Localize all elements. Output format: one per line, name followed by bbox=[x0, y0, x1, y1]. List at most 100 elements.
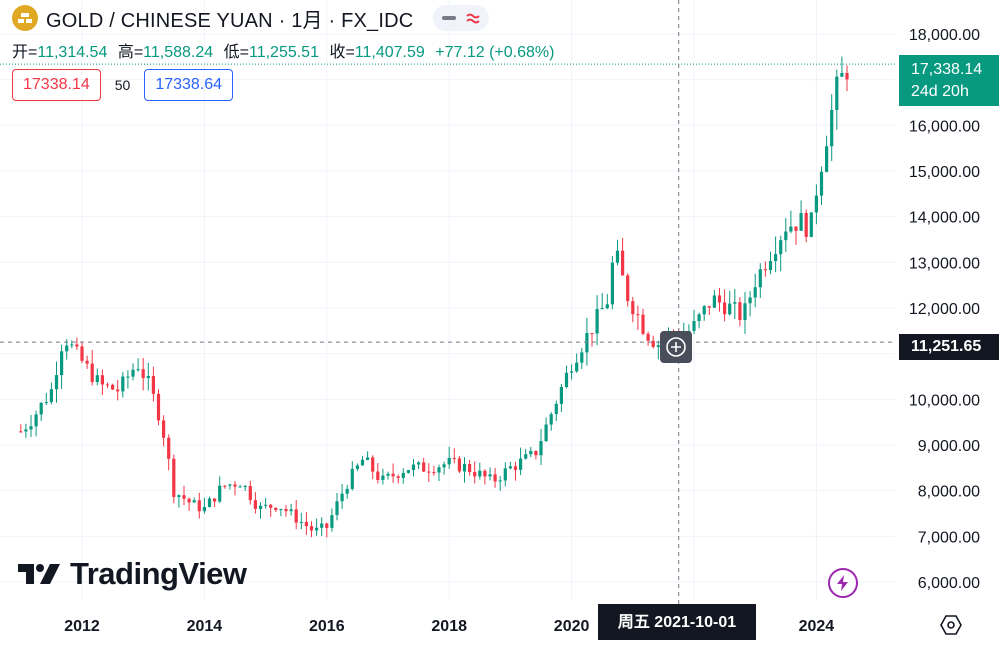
candle-body bbox=[819, 171, 824, 196]
candle-body bbox=[207, 498, 212, 507]
wave-icon[interactable] bbox=[461, 8, 485, 28]
crosshair-lines bbox=[0, 0, 895, 604]
candle-body bbox=[309, 526, 314, 531]
candle-body bbox=[60, 351, 64, 376]
candle-body bbox=[544, 424, 548, 442]
candle-body bbox=[422, 462, 426, 472]
candle-body bbox=[228, 484, 232, 486]
candle-body bbox=[355, 465, 359, 469]
candle-body bbox=[126, 376, 130, 378]
price-tick-label: 9,000.00 bbox=[918, 438, 980, 455]
candle-body bbox=[656, 345, 660, 347]
candle-body bbox=[457, 458, 461, 472]
candle-body bbox=[177, 495, 181, 497]
candle-body bbox=[503, 468, 507, 481]
candle-body bbox=[621, 250, 625, 276]
candle-body bbox=[835, 76, 839, 110]
candle-body bbox=[784, 231, 788, 241]
candle-body bbox=[105, 384, 110, 386]
candle-body bbox=[738, 302, 742, 320]
candle-body bbox=[794, 226, 798, 231]
candle-body bbox=[386, 473, 390, 476]
candle-body bbox=[717, 295, 722, 303]
minus-icon[interactable] bbox=[437, 8, 461, 28]
candle-body bbox=[284, 509, 288, 512]
candle-body bbox=[692, 321, 696, 331]
candle-body bbox=[248, 486, 252, 501]
candle-body bbox=[508, 466, 512, 469]
brand-name: TradingView bbox=[70, 556, 247, 591]
low-label: 低= bbox=[223, 44, 249, 61]
candle-body bbox=[809, 212, 813, 237]
price-tick-label: 6,000.00 bbox=[918, 575, 980, 592]
candle-body bbox=[70, 344, 74, 346]
candle-body bbox=[238, 486, 242, 488]
candle-body bbox=[90, 363, 94, 383]
candle-body bbox=[554, 403, 558, 415]
candle-body bbox=[417, 462, 421, 465]
crosshair-plus-icon[interactable] bbox=[660, 331, 692, 363]
tradingview-logo[interactable]: TradingView bbox=[18, 556, 247, 592]
candle-body bbox=[702, 306, 706, 315]
candle-body bbox=[728, 303, 732, 315]
candle-body bbox=[264, 504, 268, 506]
candlestick-series bbox=[19, 56, 849, 538]
candle-body bbox=[315, 527, 319, 531]
candle-body bbox=[845, 73, 849, 80]
candle-body bbox=[748, 297, 752, 304]
candle-body bbox=[605, 304, 609, 309]
lightning-icon[interactable] bbox=[828, 568, 858, 598]
candle-body bbox=[172, 458, 176, 497]
candle-body bbox=[340, 493, 344, 502]
candle-body bbox=[289, 509, 293, 512]
time-tick-label: 2014 bbox=[187, 618, 223, 635]
symbol-header: GOLD / CHINESE YUAN · 1月 · FX_IDC bbox=[12, 5, 490, 32]
candle-body bbox=[376, 471, 380, 481]
buy-button[interactable]: 17338.64 bbox=[144, 69, 234, 101]
candle-body bbox=[95, 375, 99, 383]
candle-body bbox=[462, 464, 467, 472]
price-tick-label: 10,000.00 bbox=[909, 392, 980, 409]
candle-body bbox=[29, 426, 33, 430]
candle-body bbox=[468, 464, 472, 472]
candle-body bbox=[121, 376, 125, 392]
candle-body bbox=[182, 495, 186, 499]
candle-body bbox=[564, 372, 569, 388]
close-value: 11,407.59 bbox=[354, 44, 425, 61]
candle-body bbox=[570, 371, 574, 373]
symbol-title[interactable]: GOLD / CHINESE YUAN · 1月 · FX_IDC bbox=[46, 9, 414, 32]
candle-body bbox=[585, 333, 589, 353]
candle-body bbox=[391, 473, 395, 477]
market-status-pill[interactable] bbox=[433, 5, 490, 31]
candle-body bbox=[432, 472, 436, 474]
candle-body bbox=[141, 369, 145, 379]
candle-body bbox=[758, 269, 762, 288]
open-value: 11,314.54 bbox=[37, 44, 108, 61]
price-axis[interactable]: 6,000.00 7,000.00 8,000.00 9,000.00 10,000.0… bbox=[909, 27, 980, 592]
candle-body bbox=[279, 509, 283, 511]
candle-body bbox=[473, 471, 477, 477]
settings-hex-icon[interactable] bbox=[938, 612, 964, 638]
candle-body bbox=[80, 346, 84, 361]
bar-countdown: 24d 20h bbox=[911, 83, 969, 100]
low-value: 11,255.51 bbox=[248, 44, 319, 61]
candle-body bbox=[100, 375, 104, 385]
price-tick-label: 16,000.00 bbox=[909, 118, 980, 135]
candle-body bbox=[774, 254, 778, 262]
candle-body bbox=[631, 301, 635, 315]
candle-body bbox=[498, 480, 502, 482]
candle-body bbox=[743, 303, 747, 320]
close-label: 收= bbox=[329, 44, 355, 61]
candle-body bbox=[733, 302, 737, 304]
candle-body bbox=[243, 486, 247, 488]
candle-body bbox=[253, 500, 257, 509]
candle-body bbox=[549, 414, 553, 425]
candle-body bbox=[626, 275, 630, 302]
time-tick-label: 2012 bbox=[64, 618, 100, 635]
candle-body bbox=[75, 344, 79, 347]
candle-body bbox=[54, 375, 59, 390]
sell-button[interactable]: 17338.14 bbox=[12, 69, 101, 101]
candle-body bbox=[406, 470, 410, 473]
candle-body bbox=[707, 306, 711, 308]
